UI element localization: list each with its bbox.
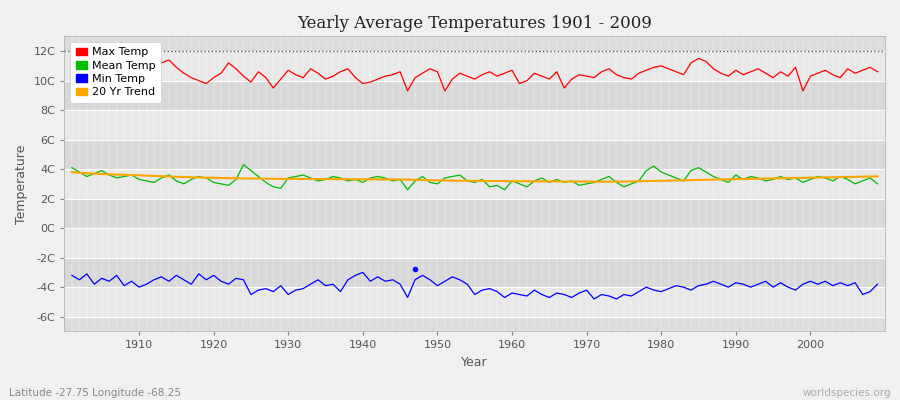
Text: Latitude -27.75 Longitude -68.25: Latitude -27.75 Longitude -68.25 <box>9 388 181 398</box>
Bar <box>65 258 885 287</box>
Title: Yearly Average Temperatures 1901 - 2009: Yearly Average Temperatures 1901 - 2009 <box>297 15 652 32</box>
Bar <box>65 287 885 317</box>
X-axis label: Year: Year <box>462 356 488 369</box>
Legend: Max Temp, Mean Temp, Min Temp, 20 Yr Trend: Max Temp, Mean Temp, Min Temp, 20 Yr Tre… <box>70 42 161 103</box>
Bar <box>65 199 885 228</box>
Text: worldspecies.org: worldspecies.org <box>803 388 891 398</box>
Bar <box>65 80 885 110</box>
Bar <box>65 51 885 80</box>
Y-axis label: Temperature: Temperature <box>15 144 28 224</box>
Bar <box>65 140 885 169</box>
Bar <box>65 110 885 140</box>
Bar <box>65 228 885 258</box>
Bar <box>65 169 885 199</box>
